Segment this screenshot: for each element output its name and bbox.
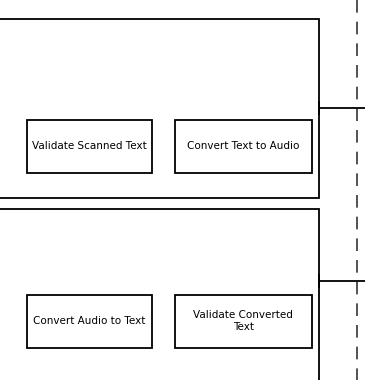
Text: Validate Converted
Text: Validate Converted Text xyxy=(193,310,293,332)
Text: Validate Scanned Text: Validate Scanned Text xyxy=(32,141,147,151)
Text: Convert Text to Audio: Convert Text to Audio xyxy=(187,141,299,151)
Bar xyxy=(0,19,319,198)
Text: Convert Audio to Text: Convert Audio to Text xyxy=(33,316,146,326)
Bar xyxy=(27,120,152,173)
Bar xyxy=(175,294,312,348)
Bar xyxy=(27,294,152,348)
Bar xyxy=(0,209,319,380)
Bar xyxy=(175,120,312,173)
